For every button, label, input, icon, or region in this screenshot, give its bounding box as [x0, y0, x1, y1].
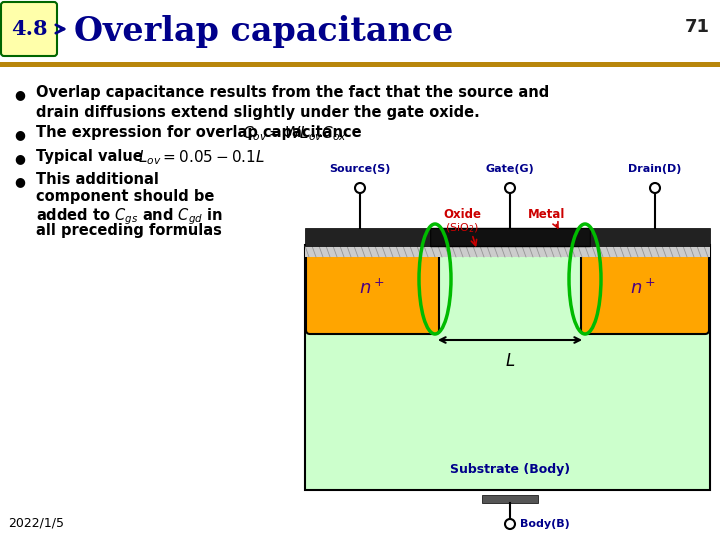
FancyBboxPatch shape — [306, 244, 439, 334]
Circle shape — [505, 183, 515, 193]
Circle shape — [355, 183, 365, 193]
Text: Source(S): Source(S) — [329, 164, 391, 174]
Text: Overlap capacitance results from the fact that the source and
drain diffusions e: Overlap capacitance results from the fac… — [36, 85, 549, 120]
Text: 4.8: 4.8 — [11, 19, 48, 39]
Bar — [0, 62, 720, 67]
Bar — [0, 0, 720, 65]
FancyBboxPatch shape — [581, 244, 709, 334]
Text: ●: ● — [14, 175, 25, 188]
Text: $n^+$: $n^+$ — [359, 278, 385, 298]
Text: This additional: This additional — [36, 172, 159, 187]
Text: Typical value: Typical value — [36, 149, 143, 164]
Text: ●: ● — [14, 88, 25, 101]
Text: The expression for overlap capacitance: The expression for overlap capacitance — [36, 125, 361, 140]
Bar — [305, 245, 710, 490]
Text: added to $C_{gs}$ and $C_{gd}$ in: added to $C_{gs}$ and $C_{gd}$ in — [36, 206, 223, 227]
Circle shape — [650, 183, 660, 193]
Text: 2022/1/5: 2022/1/5 — [8, 517, 64, 530]
Bar — [305, 228, 430, 246]
Text: $L_{ov} = 0.05 - 0.1L$: $L_{ov} = 0.05 - 0.1L$ — [138, 148, 265, 167]
Text: Overlap capacitance: Overlap capacitance — [74, 15, 454, 48]
Text: $C_{ov} = WL_{ov}C_{ox}$: $C_{ov} = WL_{ov}C_{ox}$ — [242, 124, 347, 143]
Text: Oxide: Oxide — [443, 208, 481, 221]
Bar — [482, 495, 538, 503]
Text: 71: 71 — [685, 18, 710, 36]
Text: (SiO$_2$): (SiO$_2$) — [445, 221, 479, 234]
FancyArrowPatch shape — [55, 25, 64, 33]
Text: Drain(D): Drain(D) — [629, 164, 682, 174]
Circle shape — [505, 519, 515, 529]
Text: all preceding formulas: all preceding formulas — [36, 223, 222, 238]
Text: Body(B): Body(B) — [520, 519, 570, 529]
Text: $n^+$: $n^+$ — [630, 278, 656, 298]
Bar — [305, 246, 710, 257]
FancyBboxPatch shape — [1, 2, 57, 56]
Text: Metal: Metal — [528, 208, 566, 221]
Text: Substrate (Body): Substrate (Body) — [450, 463, 570, 476]
Bar — [430, 228, 590, 246]
Text: $L$: $L$ — [505, 352, 515, 370]
Text: ●: ● — [14, 128, 25, 141]
Text: Gate(G): Gate(G) — [485, 164, 534, 174]
Bar — [590, 228, 710, 246]
Text: component should be: component should be — [36, 189, 215, 204]
Text: ●: ● — [14, 152, 25, 165]
